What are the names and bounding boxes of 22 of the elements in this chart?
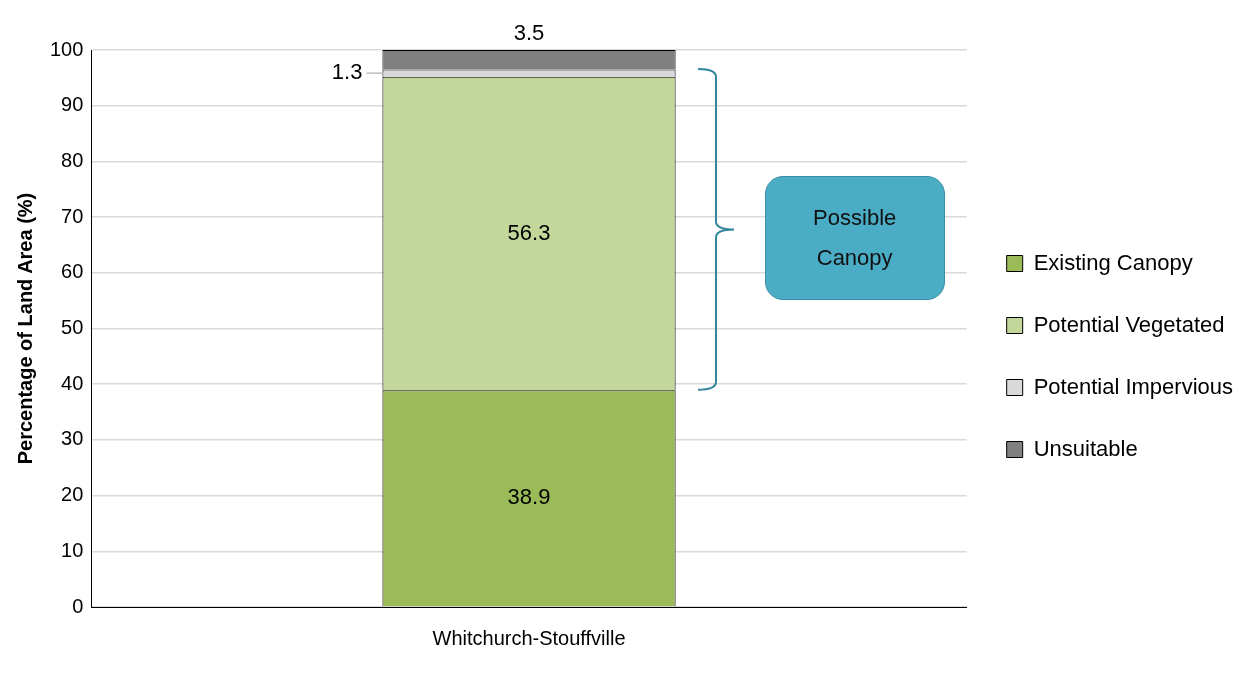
y-tick-label: 90 — [61, 93, 84, 116]
data-label: 1.3 — [331, 59, 363, 85]
y-axis-title: Percentage of Land Area (%) — [13, 192, 36, 465]
y-tick-label: 70 — [61, 204, 84, 227]
y-tick-label: 50 — [61, 316, 84, 339]
y-tick-label: 0 — [72, 594, 84, 617]
y-tick-label: 40 — [61, 371, 84, 394]
data-label: 56.3 — [507, 219, 551, 245]
x-tick-label: Whitchurch-Stouffville — [432, 626, 626, 649]
y-tick-label: 10 — [61, 538, 84, 561]
legend-label: Potential Vegetated — [1033, 311, 1225, 337]
legend-label: Potential Impervious — [1033, 373, 1234, 399]
y-tick-label: 80 — [61, 148, 84, 171]
data-label: 38.9 — [507, 484, 551, 510]
y-tick-label: 60 — [61, 260, 84, 283]
y-tick-label: 30 — [61, 427, 84, 450]
y-tick-label: 100 — [49, 37, 84, 60]
legend-label: Existing Canopy — [1033, 249, 1193, 275]
y-tick-label: 20 — [61, 483, 84, 506]
legend-label: Unsuitable — [1033, 435, 1138, 461]
callout-box: Possible Canopy — [764, 176, 945, 300]
data-label: 3.5 — [513, 20, 545, 46]
